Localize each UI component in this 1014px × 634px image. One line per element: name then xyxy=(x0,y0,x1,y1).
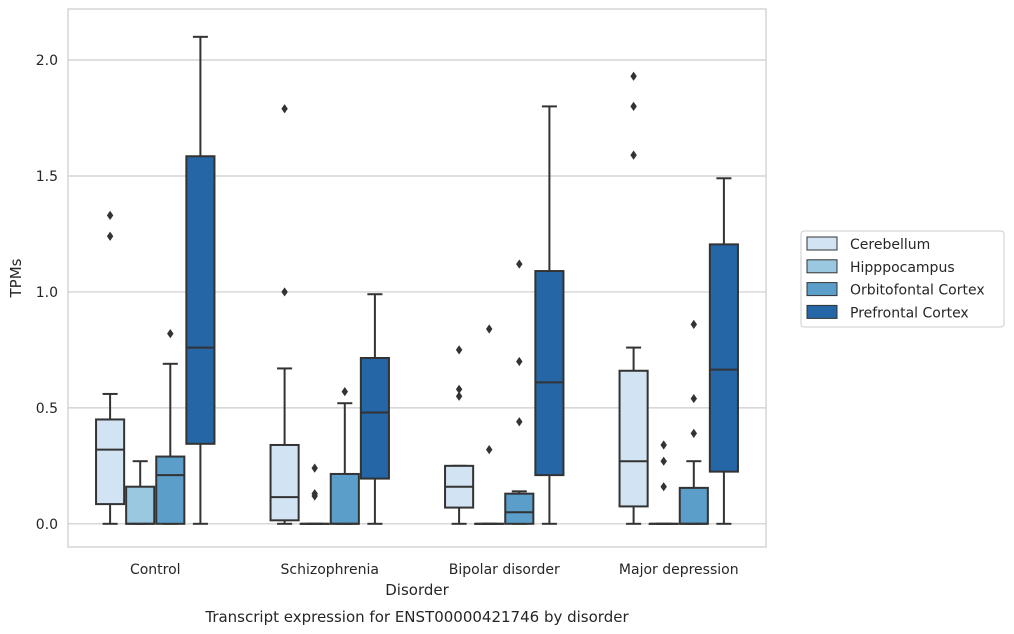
outlier-point xyxy=(516,356,523,367)
y-tick-label: 1.5 xyxy=(36,169,58,185)
outlier-point xyxy=(516,417,523,427)
box xyxy=(359,357,390,480)
y-tick-label: 0.5 xyxy=(36,401,58,417)
legend-swatch xyxy=(806,282,838,297)
box-group xyxy=(618,71,649,525)
box xyxy=(708,243,739,473)
legend-label: Cerebellum xyxy=(850,237,930,253)
legend: Cerebellum Hipppocampus Orbitofontal Corte… xyxy=(800,230,1005,328)
outlier-point xyxy=(690,428,698,438)
box xyxy=(269,443,300,522)
outlier-point xyxy=(690,393,698,404)
outlier-point xyxy=(455,384,463,394)
legend-label: Hipppocampus xyxy=(850,260,955,276)
box-group xyxy=(299,463,330,525)
legend-frame xyxy=(800,230,1005,328)
outlier-point xyxy=(485,324,493,334)
box xyxy=(678,486,709,525)
x-axis-ticks: Control Schizophrenia Bipolar disorder Majo… xyxy=(130,562,739,578)
box xyxy=(155,455,186,525)
plot-frame xyxy=(67,8,767,548)
outlier-point xyxy=(630,150,637,160)
legend-label: Orbitofontal Cortex xyxy=(850,283,985,299)
x-tick-label: Bipolar disorder xyxy=(449,562,560,578)
box-group xyxy=(708,177,739,525)
box-group xyxy=(678,319,709,525)
box xyxy=(618,369,649,508)
x-tick-label: Schizophrenia xyxy=(281,562,379,578)
box-group xyxy=(474,324,505,525)
boxes xyxy=(95,35,739,525)
box-group xyxy=(269,104,300,525)
y-tick-label: 1.0 xyxy=(36,285,58,301)
outlier-point xyxy=(630,101,637,111)
box-group xyxy=(648,440,679,525)
outlier-point xyxy=(485,445,493,455)
outlier-point xyxy=(630,71,637,81)
outlier-point xyxy=(311,489,318,499)
box-group xyxy=(329,387,360,525)
legend-swatch xyxy=(806,304,838,319)
grid-lines xyxy=(68,59,766,525)
legend-label: Prefrontal Cortex xyxy=(850,305,969,321)
box-group xyxy=(125,460,156,525)
box xyxy=(125,485,156,525)
box-group xyxy=(534,105,565,525)
box-group xyxy=(95,210,126,525)
outlier-point xyxy=(516,259,523,269)
outlier-point xyxy=(660,456,667,466)
box xyxy=(504,492,535,525)
outlier-point xyxy=(690,319,698,329)
outlier-point xyxy=(106,231,114,241)
outlier-point xyxy=(341,387,349,397)
y-axis-ticks: 0.0 0.5 1.0 1.5 2.0 xyxy=(36,53,58,533)
outlier-point xyxy=(455,391,463,401)
outlier-point xyxy=(281,287,288,297)
outlier-point xyxy=(660,440,667,450)
y-tick-label: 2.0 xyxy=(36,53,58,69)
box xyxy=(329,472,360,525)
outlier-point xyxy=(660,482,667,492)
box-group xyxy=(504,259,535,525)
x-tick-label: Major depression xyxy=(619,562,739,578)
outlier-point xyxy=(311,463,318,473)
legend-swatch xyxy=(806,236,838,251)
outlier-point xyxy=(455,345,463,355)
x-tick-label: Control xyxy=(130,562,181,578)
outlier-point xyxy=(167,329,174,339)
box xyxy=(534,270,565,477)
chart-title: Transcript expression for ENST0000042174… xyxy=(204,608,629,626)
box-group xyxy=(155,329,186,525)
box-group xyxy=(359,293,390,525)
x-axis-label: Disorder xyxy=(385,581,449,599)
legend-swatch xyxy=(806,259,838,274)
box-group xyxy=(444,345,475,525)
box xyxy=(95,418,126,506)
outlier-point xyxy=(281,104,288,114)
y-axis-label: TPMs xyxy=(7,258,25,298)
outlier-point xyxy=(106,210,114,220)
box-group xyxy=(185,35,216,525)
y-tick-label: 0.0 xyxy=(36,517,58,533)
box xyxy=(185,155,216,445)
